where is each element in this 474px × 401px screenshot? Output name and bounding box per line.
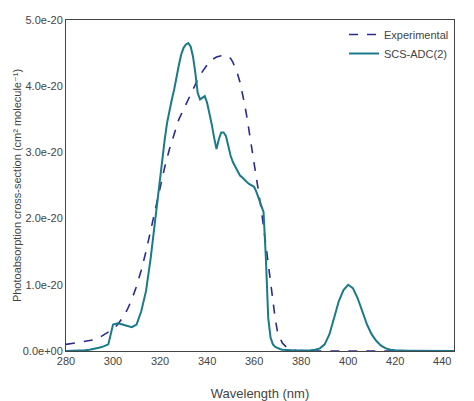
svg-text:440: 440 — [433, 355, 451, 367]
svg-text:320: 320 — [151, 355, 169, 367]
svg-text:Photoabsorption cross-section: Photoabsorption cross-section (cm² molec… — [11, 69, 23, 302]
svg-text:5.0e-20: 5.0e-20 — [25, 14, 62, 26]
svg-text:280: 280 — [57, 355, 75, 367]
svg-text:Experimental: Experimental — [384, 29, 448, 41]
svg-text:400: 400 — [339, 355, 357, 367]
svg-text:0.0e+00: 0.0e+00 — [23, 345, 63, 357]
svg-text:360: 360 — [245, 355, 263, 367]
svg-text:300: 300 — [104, 355, 122, 367]
svg-text:2.0e-20: 2.0e-20 — [25, 212, 62, 224]
svg-text:340: 340 — [198, 355, 216, 367]
svg-text:420: 420 — [386, 355, 404, 367]
svg-text:4.0e-20: 4.0e-20 — [25, 80, 62, 92]
svg-text:Wavelength (nm): Wavelength (nm) — [211, 386, 310, 401]
svg-text:380: 380 — [292, 355, 310, 367]
svg-text:3.0e-20: 3.0e-20 — [25, 146, 62, 158]
svg-text:1.0e-20: 1.0e-20 — [25, 279, 62, 291]
svg-text:SCS-ADC(2): SCS-ADC(2) — [384, 48, 447, 60]
